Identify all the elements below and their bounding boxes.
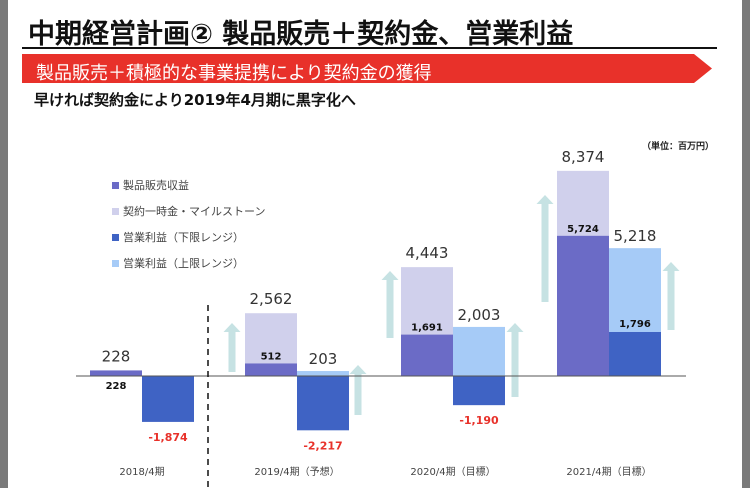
legend-swatch bbox=[112, 234, 119, 241]
growth-arrow-icon bbox=[223, 323, 241, 372]
op-low-label: -2,217 bbox=[303, 439, 342, 452]
product-label: 5,724 bbox=[567, 224, 599, 235]
legend-item-op-high: 営業利益（上限レンジ） bbox=[112, 255, 244, 271]
bar-product bbox=[557, 235, 609, 376]
legend-swatch bbox=[112, 208, 119, 215]
op-high-label: 5,218 bbox=[614, 227, 657, 245]
growth-arrow-icon bbox=[506, 323, 524, 397]
bar-op-low bbox=[142, 376, 194, 422]
total-label: 8,374 bbox=[562, 148, 605, 166]
legend-label: 営業利益（上限レンジ） bbox=[123, 257, 244, 270]
bar-product bbox=[401, 334, 453, 376]
total-label: 228 bbox=[102, 347, 131, 365]
legend-label: 契約一時金・マイルストーン bbox=[123, 205, 266, 218]
bar-contract bbox=[401, 267, 453, 335]
page-title: 中期経営計画② 製品販売＋契約金、営業利益 bbox=[28, 19, 574, 50]
bar-op-low bbox=[297, 376, 349, 431]
op-high-label: 203 bbox=[309, 350, 338, 368]
bar-op-high bbox=[297, 371, 349, 376]
legend-label: 営業利益（下限レンジ） bbox=[123, 231, 244, 244]
category-label: 2019/4期（予想） bbox=[254, 465, 339, 478]
total-label: 2,562 bbox=[250, 290, 293, 308]
banner-text: 製品販売＋積極的な事業提携により契約金の獲得 bbox=[36, 63, 432, 84]
op-low-label: 1,796 bbox=[619, 319, 651, 330]
bar-product bbox=[90, 370, 142, 376]
bar-op-low bbox=[609, 331, 661, 376]
title-divider bbox=[22, 47, 717, 49]
legend-swatch bbox=[112, 260, 119, 267]
product-label: 1,691 bbox=[411, 323, 443, 334]
product-label: 512 bbox=[261, 351, 282, 362]
legend-item-op-low: 営業利益（下限レンジ） bbox=[112, 229, 244, 245]
bar-product bbox=[245, 363, 297, 376]
product-label: 228 bbox=[106, 381, 127, 392]
legend-swatch bbox=[112, 182, 119, 189]
op-low-label: -1,874 bbox=[148, 431, 188, 444]
banner-arrow bbox=[22, 54, 712, 83]
legend-label: 製品販売収益 bbox=[123, 179, 189, 192]
legend-item-contract: 契約一時金・マイルストーン bbox=[112, 203, 265, 219]
category-label: 2021/4期（目標） bbox=[566, 465, 651, 478]
bar-contract bbox=[245, 313, 297, 364]
growth-arrow-icon bbox=[536, 195, 554, 302]
bar-contract bbox=[557, 170, 609, 236]
subtitle: 早ければ契約金により2019年4月期に黒字化へ bbox=[34, 91, 356, 109]
growth-arrow-icon bbox=[349, 365, 367, 415]
category-label: 2018/4期 bbox=[119, 466, 164, 478]
legend-item-product: 製品販売収益 bbox=[112, 177, 189, 193]
bar-op-high bbox=[453, 326, 505, 376]
total-label: 4,443 bbox=[406, 244, 449, 262]
unit-label: （単位：百万円） bbox=[642, 142, 715, 152]
growth-arrow-icon bbox=[662, 262, 680, 330]
op-low-label: -1,190 bbox=[459, 414, 499, 427]
bar-op-low bbox=[453, 376, 505, 406]
op-high-label: 2,003 bbox=[458, 306, 501, 324]
category-label: 2020/4期（目標） bbox=[410, 465, 495, 478]
growth-arrow-icon bbox=[381, 271, 399, 338]
